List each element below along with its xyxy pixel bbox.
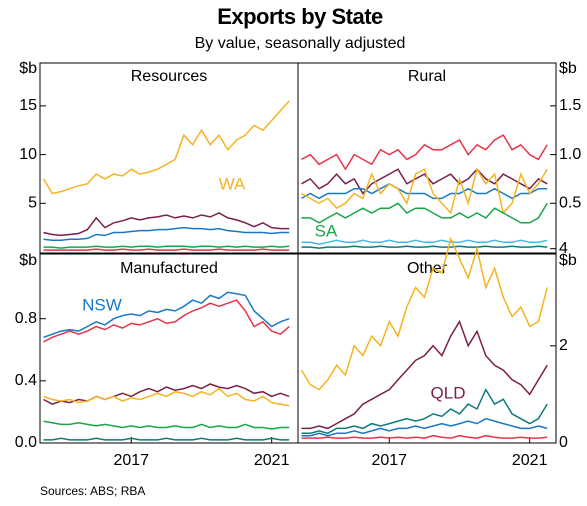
y-tick-label: 1.0 (559, 146, 581, 163)
y-tick-label: 0 (559, 434, 568, 451)
y-tick-label: 0.0 (15, 434, 37, 451)
panel-title: Resources (131, 68, 207, 85)
chart-title: Exports by State (217, 4, 383, 29)
series-line (43, 387, 290, 407)
y-tick-label: 0.5 (559, 195, 581, 212)
y-tick-label: 0.8 (15, 310, 37, 327)
series-line (43, 226, 290, 242)
y-axis-label: $b (559, 60, 577, 77)
series-line (43, 248, 290, 251)
y-tick-label: 4 (559, 240, 568, 257)
series-line (43, 299, 290, 343)
series-label: QLD (431, 383, 466, 402)
series-line (300, 236, 548, 391)
series-line (43, 212, 290, 237)
series-line (301, 319, 548, 430)
y-tick-label: 0.4 (15, 372, 37, 389)
series-line (43, 291, 290, 339)
series-line (43, 420, 290, 430)
y-tick-label: 2 (559, 337, 568, 354)
series-line (43, 245, 290, 249)
series-line (301, 134, 548, 171)
y-axis-label: $b (559, 252, 577, 269)
chart-subtitle: By value, seasonally adjusted (195, 35, 406, 52)
series-line (301, 417, 548, 437)
y-axis-label: $b (19, 252, 37, 269)
x-tick-label: 2021 (512, 452, 548, 469)
series-line (301, 434, 548, 439)
series-line (301, 245, 548, 249)
series-line (301, 387, 548, 435)
series-line (301, 202, 548, 224)
series-line (301, 168, 548, 195)
series-line (43, 437, 290, 441)
series-label: WA (219, 174, 246, 193)
series-line (43, 383, 290, 406)
y-tick-label: 1.5 (559, 97, 581, 114)
series-line (301, 182, 548, 200)
y-tick-label: 15 (19, 97, 37, 114)
series-line (42, 100, 290, 195)
series-label: NSW (82, 295, 122, 314)
panel-title: Other (407, 260, 448, 277)
panel-title: Rural (408, 68, 446, 85)
series-line (301, 167, 548, 215)
y-tick-label: 10 (19, 146, 37, 163)
panel-title: Manufactured (120, 260, 218, 277)
y-tick-label: 5 (28, 195, 37, 212)
y-axis-label: $b (19, 60, 37, 77)
series-line (301, 239, 548, 245)
x-tick-label: 2021 (254, 452, 290, 469)
source-note: Sources: ABS; RBA (40, 484, 145, 498)
series-label: SA (315, 221, 338, 240)
x-tick-label: 2017 (371, 452, 407, 469)
x-tick-label: 2017 (113, 452, 149, 469)
